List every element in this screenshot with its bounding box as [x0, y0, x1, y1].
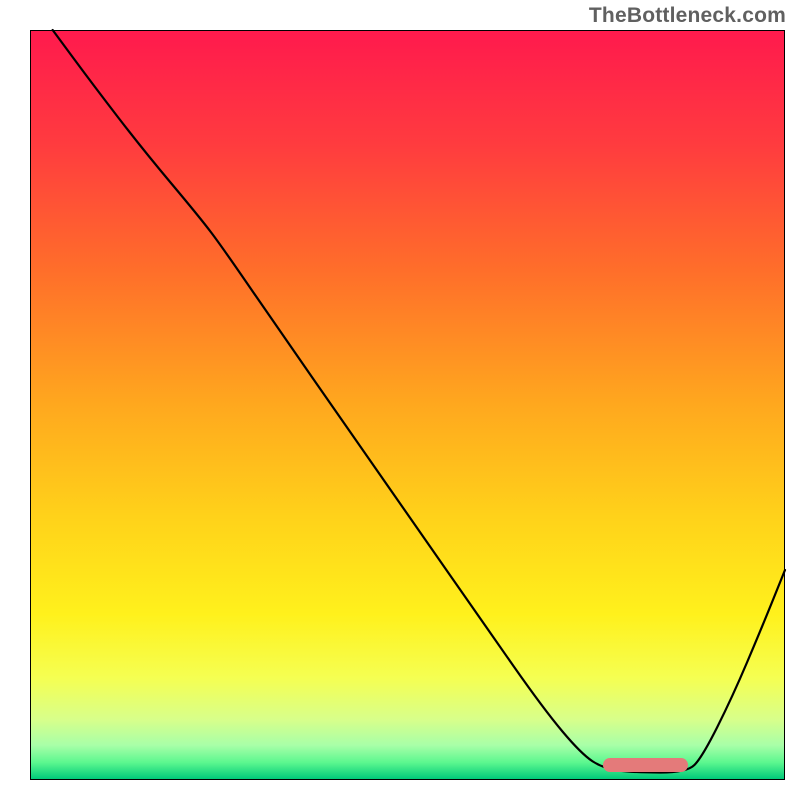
curve-svg	[0, 0, 800, 800]
optimal-marker	[603, 758, 688, 772]
bottleneck-curve	[53, 30, 785, 773]
